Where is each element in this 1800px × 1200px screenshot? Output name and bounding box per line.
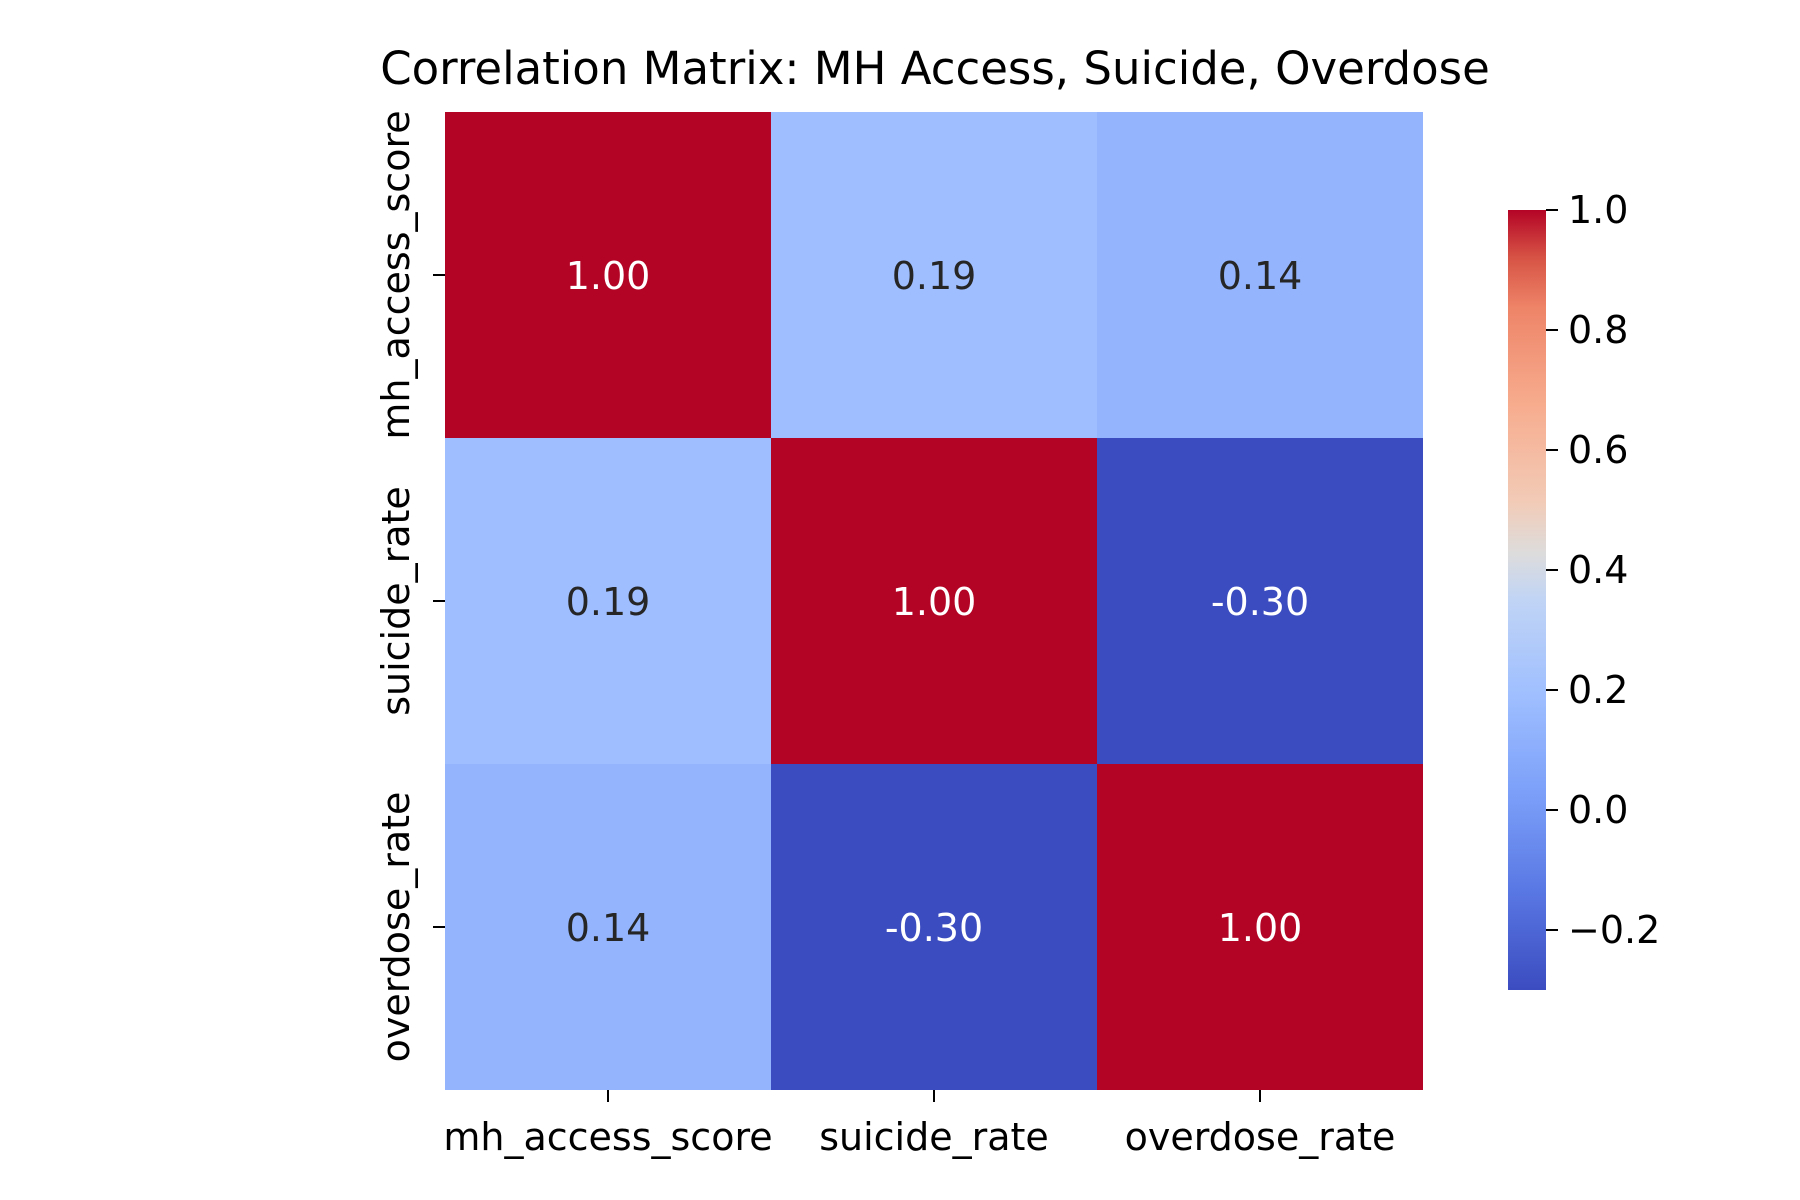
cell-value-label: 1.00 (892, 580, 977, 624)
y-tick-label: suicide_rate (374, 486, 418, 716)
colorbar: 1.0 0.8 0.6 0.4 0.2 0.0 −0.2 (1508, 188, 1660, 990)
y-tick-label: overdose_rate (374, 792, 418, 1063)
x-tick-label: overdose_rate (1125, 1115, 1396, 1159)
y-axis: mh_access_score suicide_rate overdose_rate (374, 110, 445, 1062)
cell-value-label: 0.19 (892, 254, 977, 298)
heatmap-cell (445, 438, 771, 764)
heatmap-cell (1097, 438, 1423, 764)
heatmap-cell (771, 438, 1097, 764)
cell-value-label: -0.30 (885, 906, 983, 950)
chart-title: Correlation Matrix: MH Access, Suicide, … (380, 42, 1490, 95)
cell-value-label: 1.00 (566, 254, 651, 298)
colorbar-tick-label: 1.0 (1568, 188, 1628, 232)
colorbar-tick-label: 0.8 (1568, 308, 1628, 352)
heatmap-cell (1097, 764, 1423, 1090)
heatmap-cell (445, 112, 771, 438)
cell-value-label: 0.14 (566, 906, 651, 950)
heatmap-cell (445, 764, 771, 1090)
cell-value-label: 0.19 (566, 580, 651, 624)
heatmap-cells: 1.00 0.19 0.14 0.19 1.00 -0.30 0.14 -0.30 1.00 (445, 112, 1423, 1090)
colorbar-tick-label: 0.4 (1568, 548, 1628, 592)
x-axis: mh_access_score suicide_rate overdose_rate (443, 1090, 1395, 1159)
x-tick-label: suicide_rate (819, 1115, 1049, 1159)
y-tick-label: mh_access_score (374, 110, 418, 439)
cell-value-label: 1.00 (1218, 906, 1303, 950)
x-tick-label: mh_access_score (443, 1115, 772, 1159)
heatmap-cell (771, 764, 1097, 1090)
colorbar-gradient (1508, 210, 1546, 990)
heatmap-cell (771, 112, 1097, 438)
colorbar-tick-label: 0.6 (1568, 428, 1628, 472)
cell-value-label: 0.14 (1218, 254, 1303, 298)
cell-value-label: -0.30 (1211, 580, 1309, 624)
colorbar-tick-label: −0.2 (1568, 908, 1660, 952)
colorbar-tick-label: 0.2 (1568, 668, 1628, 712)
heatmap-cell (1097, 112, 1423, 438)
colorbar-tick-label: 0.0 (1568, 788, 1628, 832)
